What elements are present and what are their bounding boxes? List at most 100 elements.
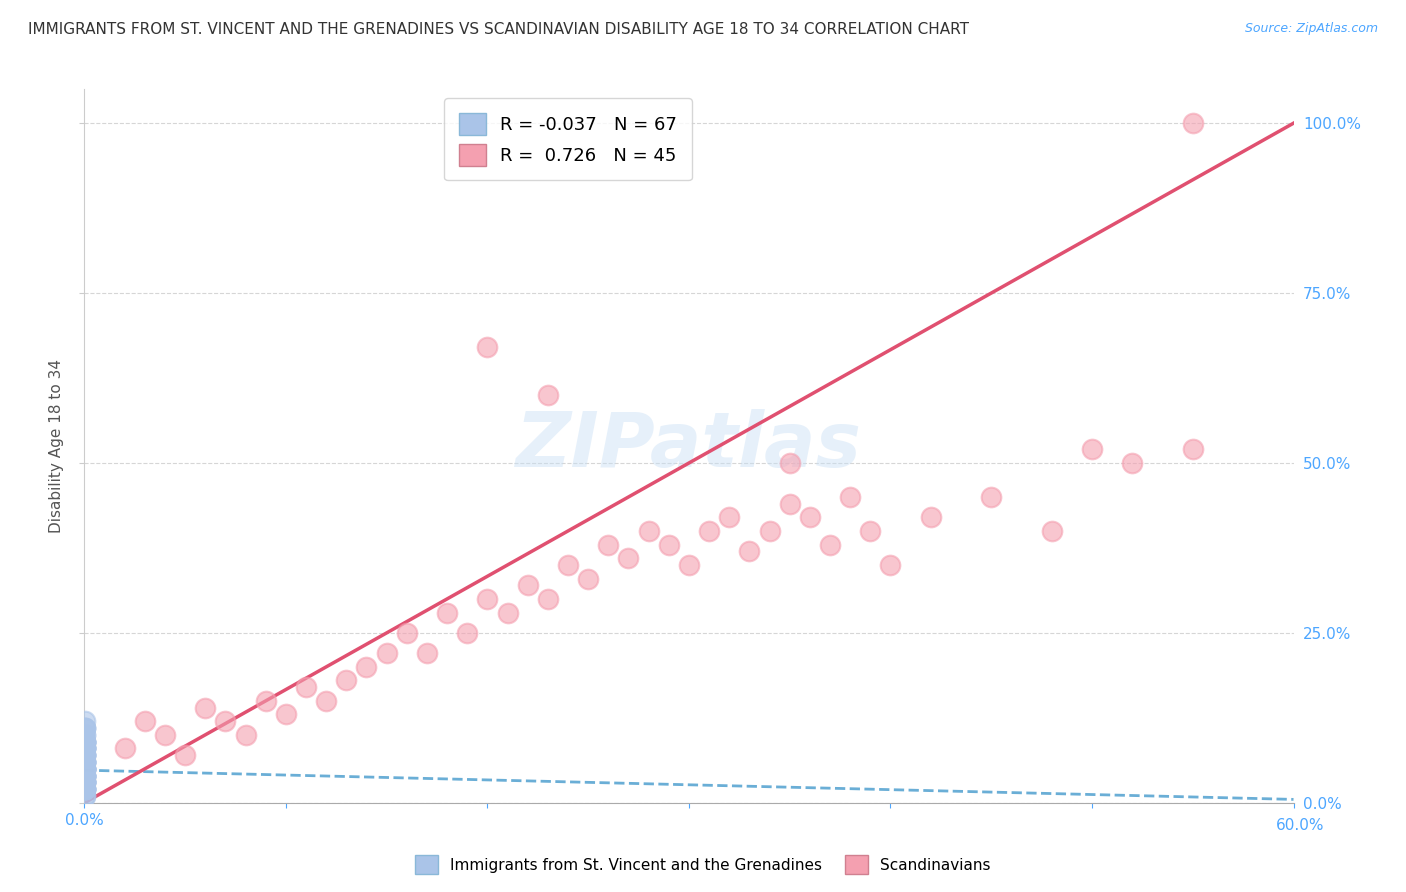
Point bbox=[73, 769, 96, 783]
Point bbox=[73, 741, 96, 756]
Text: ZIPatlas: ZIPatlas bbox=[516, 409, 862, 483]
Point bbox=[73, 755, 96, 769]
Point bbox=[576, 572, 599, 586]
Point bbox=[456, 626, 478, 640]
Point bbox=[1121, 456, 1143, 470]
Point bbox=[75, 734, 97, 748]
Point bbox=[73, 782, 96, 797]
Point bbox=[295, 680, 318, 694]
Point bbox=[73, 782, 96, 797]
Point bbox=[73, 741, 96, 756]
Point bbox=[73, 782, 96, 797]
Point bbox=[980, 490, 1002, 504]
Point bbox=[1040, 524, 1063, 538]
Point bbox=[73, 782, 96, 797]
Point bbox=[75, 728, 97, 742]
Point bbox=[73, 769, 96, 783]
Point bbox=[73, 755, 96, 769]
Point bbox=[73, 762, 96, 776]
Point bbox=[75, 741, 97, 756]
Point bbox=[375, 646, 398, 660]
Point bbox=[73, 721, 96, 735]
Point bbox=[73, 769, 96, 783]
Point bbox=[75, 728, 97, 742]
Y-axis label: Disability Age 18 to 34: Disability Age 18 to 34 bbox=[49, 359, 63, 533]
Point bbox=[335, 673, 357, 688]
Point bbox=[274, 707, 297, 722]
Point bbox=[73, 762, 96, 776]
Point bbox=[73, 755, 96, 769]
Point bbox=[637, 524, 659, 538]
Point bbox=[496, 606, 519, 620]
Point bbox=[73, 782, 96, 797]
Point bbox=[516, 578, 538, 592]
Point bbox=[537, 591, 560, 606]
Point bbox=[73, 775, 96, 789]
Point bbox=[73, 748, 96, 763]
Point bbox=[75, 721, 97, 735]
Point bbox=[73, 741, 96, 756]
Point bbox=[557, 558, 579, 572]
Point bbox=[617, 551, 640, 566]
Point bbox=[395, 626, 418, 640]
Point bbox=[75, 734, 97, 748]
Point bbox=[73, 769, 96, 783]
Point bbox=[73, 762, 96, 776]
Point bbox=[73, 734, 96, 748]
Point bbox=[73, 775, 96, 789]
Text: Source: ZipAtlas.com: Source: ZipAtlas.com bbox=[1244, 22, 1378, 36]
Point bbox=[254, 694, 277, 708]
Point bbox=[73, 762, 96, 776]
Point bbox=[678, 558, 700, 572]
Point bbox=[758, 524, 780, 538]
Point bbox=[718, 510, 741, 524]
Point bbox=[879, 558, 901, 572]
Point bbox=[416, 646, 439, 660]
Point bbox=[73, 782, 96, 797]
Point bbox=[658, 537, 681, 551]
Point bbox=[73, 789, 96, 803]
Point bbox=[73, 762, 96, 776]
Point bbox=[738, 544, 761, 558]
Point bbox=[73, 769, 96, 783]
Point bbox=[697, 524, 720, 538]
Point bbox=[73, 755, 96, 769]
Point bbox=[477, 341, 499, 355]
Point bbox=[818, 537, 841, 551]
Point bbox=[114, 741, 136, 756]
Point bbox=[73, 748, 96, 763]
Point bbox=[799, 510, 821, 524]
Point bbox=[537, 388, 560, 402]
Point bbox=[73, 734, 96, 748]
Point bbox=[75, 734, 97, 748]
Point bbox=[134, 714, 156, 729]
Point bbox=[73, 775, 96, 789]
Point bbox=[1181, 442, 1204, 457]
Point bbox=[73, 741, 96, 756]
Point bbox=[73, 748, 96, 763]
Point bbox=[73, 769, 96, 783]
Point bbox=[73, 762, 96, 776]
Point bbox=[73, 741, 96, 756]
Point bbox=[73, 789, 96, 803]
Point bbox=[356, 660, 378, 674]
Point bbox=[73, 734, 96, 748]
Point bbox=[73, 775, 96, 789]
Point bbox=[174, 748, 197, 763]
Point bbox=[73, 755, 96, 769]
Point bbox=[73, 769, 96, 783]
Point bbox=[73, 714, 96, 729]
Point bbox=[779, 497, 801, 511]
Text: IMMIGRANTS FROM ST. VINCENT AND THE GRENADINES VS SCANDINAVIAN DISABILITY AGE 18: IMMIGRANTS FROM ST. VINCENT AND THE GREN… bbox=[28, 22, 969, 37]
Point bbox=[75, 721, 97, 735]
Point bbox=[73, 748, 96, 763]
Point bbox=[436, 606, 458, 620]
Point bbox=[920, 510, 942, 524]
Point bbox=[73, 775, 96, 789]
Point bbox=[73, 755, 96, 769]
Point bbox=[859, 524, 882, 538]
Point bbox=[214, 714, 236, 729]
Point bbox=[73, 769, 96, 783]
Point bbox=[598, 537, 620, 551]
Point bbox=[73, 762, 96, 776]
